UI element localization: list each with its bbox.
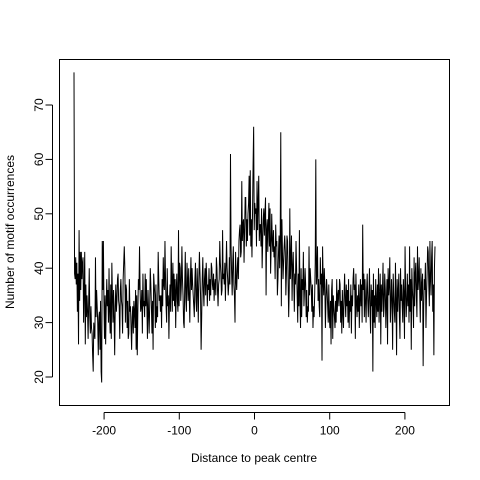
series-line-0 bbox=[73, 72, 436, 383]
x-tick-label: 100 bbox=[320, 424, 340, 438]
x-tick-label: -100 bbox=[167, 424, 191, 438]
series-layer bbox=[73, 72, 436, 383]
x-tick-label: 200 bbox=[395, 424, 415, 438]
y-tick-label: 40 bbox=[32, 261, 46, 275]
y-tick-label: 30 bbox=[32, 316, 46, 330]
y-tick-label: 70 bbox=[32, 98, 46, 112]
x-tick-label: 0 bbox=[251, 424, 258, 438]
y-axis: 20 30 40 50 60 70 bbox=[32, 98, 53, 384]
x-tick-label: -200 bbox=[92, 424, 116, 438]
x-axis: -200 -100 0 100 200 bbox=[92, 412, 415, 438]
y-tick-label: 20 bbox=[32, 370, 46, 384]
y-tick-label: 50 bbox=[32, 207, 46, 221]
plot-frame bbox=[59, 59, 450, 406]
y-tick-label: 60 bbox=[32, 152, 46, 166]
x-axis-label: Distance to peak centre bbox=[191, 451, 317, 465]
y-axis-label: Number of motif occurrences bbox=[3, 155, 17, 309]
